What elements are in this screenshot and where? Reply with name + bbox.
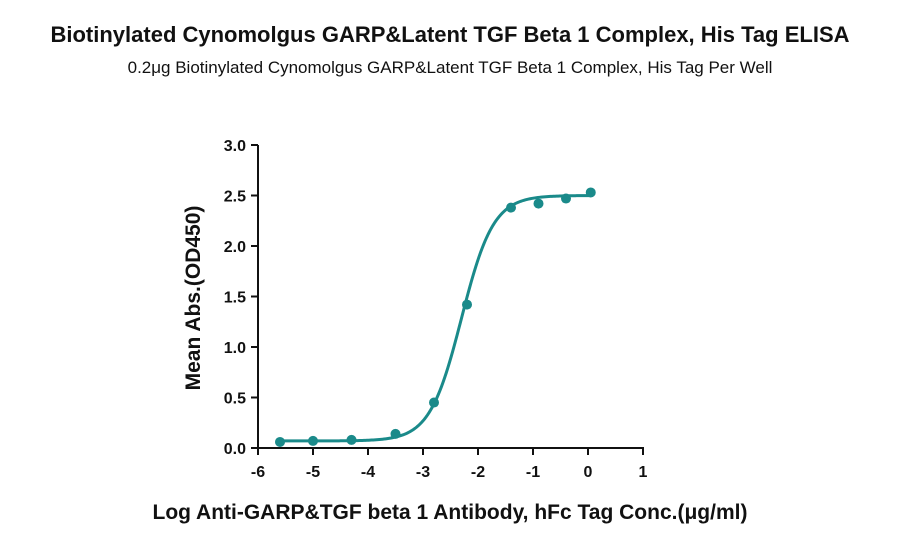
data-point <box>346 434 357 445</box>
data-point <box>390 428 401 439</box>
y-tick-label: 1.5 <box>224 290 246 307</box>
data-point <box>506 202 516 213</box>
data-point <box>429 397 439 408</box>
y-tick-label: 0.5 <box>224 391 246 408</box>
x-axis-label: Log Anti-GARP&TGF beta 1 Antibody, hFc T… <box>153 501 748 524</box>
x-tick-label: -4 <box>361 464 375 481</box>
x-tick-label: 1 <box>639 464 648 481</box>
y-tick-label: 1.0 <box>224 340 246 357</box>
data-point <box>462 299 472 310</box>
data-point <box>585 187 596 198</box>
y-tick-label: 3.0 <box>224 138 246 155</box>
data-point <box>533 198 544 209</box>
x-tick-label: -3 <box>416 464 430 481</box>
y-tick-label: 0.0 <box>224 441 246 458</box>
x-tick-label: -1 <box>526 464 540 481</box>
chart-title: Biotinylated Cynomolgus GARP&Latent TGF … <box>50 22 850 47</box>
y-tick-label: 2.5 <box>224 189 246 206</box>
chart-subtitle: 0.2μg Biotinylated Cynomolgus GARP&Laten… <box>127 58 773 77</box>
x-tick-label: 0 <box>584 464 593 481</box>
x-tick-label: -6 <box>251 464 265 481</box>
data-point <box>561 193 571 204</box>
y-tick-label: 2.0 <box>224 239 246 256</box>
x-tick-label: -2 <box>471 464 485 481</box>
data-point <box>275 436 285 447</box>
x-tick-label: -5 <box>306 464 320 481</box>
data-point <box>308 435 318 446</box>
y-axis-label: Mean Abs.(OD450) <box>182 206 205 391</box>
